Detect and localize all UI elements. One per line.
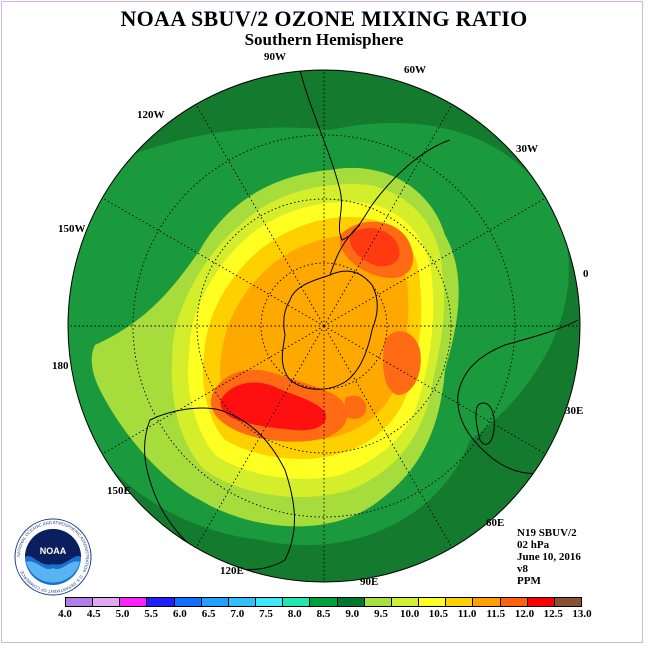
contour-12_0-sw <box>220 382 326 431</box>
colorbar-tick-label: 11.5 <box>486 608 506 620</box>
colorbar-tick-label: 7.5 <box>259 608 273 620</box>
colorbar-tick-label: 8.0 <box>287 608 302 620</box>
lon-label: 0 <box>583 268 589 280</box>
colorbar-segment <box>174 598 202 606</box>
colorbar-tick-label: 10.5 <box>428 608 448 620</box>
australia-coastline <box>144 407 295 570</box>
colorbar-segment <box>228 598 257 606</box>
lon-label: 60W <box>404 64 426 76</box>
colorbar-tick-label: 9.5 <box>374 608 388 620</box>
madagascar-coastline <box>475 402 495 445</box>
colorbar-segment <box>554 598 581 606</box>
colorbar-segment <box>473 598 501 606</box>
colorbar-segment <box>66 598 94 606</box>
satellite-label: N19 SBUV/2 <box>517 527 577 539</box>
colorbar-tick-label: 6.5 <box>201 608 216 620</box>
meridians <box>68 70 580 582</box>
pressure-level-label: 02 hPa <box>517 539 550 551</box>
colorbar-tick-label: 7.0 <box>230 608 245 620</box>
lon-label: 150E <box>107 485 131 497</box>
colorbar-segment <box>364 598 392 606</box>
colorbar-segment <box>283 598 311 606</box>
lon-label: 150W <box>58 223 86 235</box>
lon-label: 30E <box>565 405 584 417</box>
colorbar-segment <box>256 598 284 606</box>
colorbar-tick-label: 4.0 <box>58 608 72 620</box>
colorbar-segment <box>120 598 148 606</box>
lon-label: 30W <box>516 143 538 155</box>
colorbar-tick-label: 12.0 <box>514 608 535 620</box>
lon-label: 180 <box>52 360 69 372</box>
colorbar-tick-label: 8.5 <box>316 608 331 620</box>
colorbar-tick-label: 9.0 <box>345 608 360 620</box>
date-label: June 10, 2016 <box>517 551 581 563</box>
colorbar-segment <box>391 598 420 606</box>
lon-label: 120W <box>137 109 165 121</box>
info-block: N19 SBUV/2 02 hPa June 10, 2016 v8 PPM <box>517 527 581 587</box>
lon-label: 120E <box>220 565 244 577</box>
contour-11_5-e <box>383 331 421 395</box>
contour-12_0-ne <box>350 227 400 267</box>
colorbar-segment <box>446 598 474 606</box>
colorbar-tick-label: 10.0 <box>400 608 420 620</box>
map-title: NOAA SBUV/2 OZONE MIXING RATIO <box>120 6 528 31</box>
colorbar-segment <box>500 598 528 606</box>
colorbar-segment <box>337 598 365 606</box>
colorbar-tick-label: 4.5 <box>86 608 101 620</box>
colorbar-segment <box>527 598 555 606</box>
colorbar-tick-label: 6.0 <box>173 608 187 620</box>
map-boundary <box>67 69 581 583</box>
colorbar-tick-label: 12.5 <box>543 608 563 620</box>
africa-coastline <box>457 319 579 475</box>
contour-11_5-s <box>344 395 367 419</box>
colorbar-segment <box>201 598 229 606</box>
colorbar-segment <box>147 598 175 606</box>
lon-label: 60E <box>486 517 505 529</box>
colorbar-tick-label: 11.0 <box>457 608 477 620</box>
antarctica-coastline <box>281 270 378 390</box>
colorbar-ticks: 4.0 4.5 5.0 5.5 6.0 6.5 7.0 7.5 8.0 8.5 9.0 9.5 10.0… <box>58 608 592 622</box>
map-subtitle: Southern Hemisphere <box>244 30 404 49</box>
logo-name: NOAA <box>40 546 67 556</box>
colorbar-tick-label: 13.0 <box>572 608 592 620</box>
colorbar <box>65 597 582 607</box>
south-america-coastline <box>299 70 451 241</box>
version-label: v8 <box>517 563 528 575</box>
units-label: PPM <box>517 575 541 587</box>
latitude-circles <box>132 134 516 518</box>
colorbar-segment <box>419 598 447 606</box>
lon-label: 90W <box>264 51 286 63</box>
colorbar-segment <box>93 598 121 606</box>
colorbar-segment <box>310 598 338 606</box>
colorbar-tick-label: 5.5 <box>144 608 159 620</box>
lon-label: 90E <box>360 576 379 588</box>
noaa-logo: NOAA NATIONAL OCEANIC AND ATMOSPHERIC AD… <box>14 518 92 596</box>
colorbar-tick-label: 5.0 <box>115 608 130 620</box>
